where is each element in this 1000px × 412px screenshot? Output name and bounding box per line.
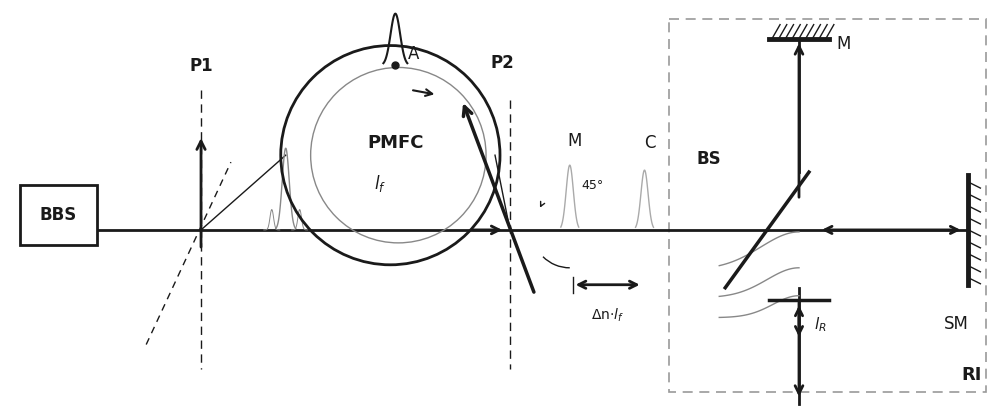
Text: SM: SM — [944, 315, 969, 332]
Text: C: C — [644, 134, 655, 152]
Text: BS: BS — [697, 150, 722, 168]
Text: 45°: 45° — [582, 178, 604, 192]
Text: $l_R$: $l_R$ — [814, 315, 827, 334]
Text: P2: P2 — [490, 54, 514, 73]
Text: RI: RI — [961, 366, 981, 384]
Text: A: A — [408, 44, 419, 63]
FancyBboxPatch shape — [669, 19, 986, 392]
Text: BBS: BBS — [40, 206, 77, 224]
Text: Δn·$l_f$: Δn·$l_f$ — [591, 307, 624, 324]
Text: P1: P1 — [189, 57, 213, 75]
Text: $l_f$: $l_f$ — [374, 173, 386, 194]
FancyBboxPatch shape — [20, 185, 97, 245]
Text: M: M — [568, 132, 582, 150]
Text: M: M — [837, 35, 851, 53]
Text: PMFC: PMFC — [367, 134, 424, 152]
